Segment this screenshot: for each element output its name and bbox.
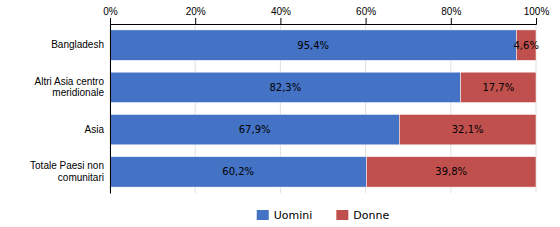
bar [110, 72, 461, 102]
x-tick-mark [536, 18, 537, 24]
x-tick-mark [110, 18, 111, 24]
grid-line [110, 24, 111, 193]
y-tick-label: Asia [85, 124, 105, 135]
y-tick-label: Altri Asia centromeridionale [35, 76, 105, 99]
y-tick: Asia [85, 124, 105, 135]
data-label: 67,9% [239, 124, 271, 135]
x-tick-mark [280, 18, 281, 24]
y-tick-label: Totale Paesi noncomunitari [30, 160, 104, 183]
chart: 95,4% 82,3% 67,9% 60,2% 4,6% 17,7% 32,1% 39,8% 0… [0, 0, 560, 227]
x-tick-label: 40% [271, 6, 291, 17]
data-label: 39,8% [435, 166, 467, 177]
x-tick: 60% [356, 6, 376, 24]
chart-container: 95,4% 82,3% 67,9% 60,2% 4,6% 17,7% 32,1% 39,8% 0… [0, 0, 560, 227]
series-bars [366, 30, 536, 187]
legend-swatch [336, 210, 348, 220]
y-tick: Bangladesh [51, 39, 104, 50]
x-tick-label: 100% [524, 6, 550, 17]
x-tick: 100% [524, 6, 550, 24]
y-tick: Totale Paesi noncomunitari [30, 160, 104, 183]
x-tick: 0% [103, 6, 118, 24]
x-tick: 80% [441, 6, 461, 24]
y-tick-label-line: meridionale [52, 87, 104, 98]
bar [110, 30, 516, 60]
y-tick-label-line: Asia [85, 124, 105, 135]
x-tick-mark [451, 18, 452, 24]
data-labels: 95,4% 82,3% 67,9% 60,2% 4,6% 17,7% 32,1% 39,8% [222, 40, 539, 178]
bar [110, 157, 366, 187]
y-axis: Bangladesh Altri Asia centromeridionale As… [30, 25, 110, 194]
legend-label: Donne [353, 209, 389, 222]
legend-item: Uomini [257, 209, 313, 222]
legend: Uomini Donne [257, 209, 390, 222]
x-axis-line [111, 18, 537, 25]
legend-label: Uomini [274, 209, 313, 222]
y-tick-label-line: Totale Paesi non [30, 160, 104, 171]
x-tick-label: 20% [186, 6, 206, 17]
data-label: 82,3% [269, 82, 301, 93]
bar [399, 114, 536, 144]
data-label: 17,7% [482, 82, 514, 93]
grid [110, 24, 536, 193]
bar [366, 157, 536, 187]
x-tick: 20% [186, 6, 206, 24]
data-label: 32,1% [452, 124, 484, 135]
x-tick-label: 80% [441, 6, 461, 17]
y-axis-line [110, 25, 111, 194]
x-tick-mark [366, 18, 367, 24]
plot: 95,4% 82,3% 67,9% 60,2% 4,6% 17,7% 32,1% 39,8% 0… [30, 6, 549, 194]
x-tick-mark [195, 18, 196, 24]
bar [110, 114, 399, 144]
y-tick-label-line: Bangladesh [51, 39, 104, 50]
x-tick: 40% [271, 6, 291, 24]
legend-swatch [257, 210, 269, 220]
data-label: 4,6% [513, 40, 538, 51]
data-label: 95,4% [297, 40, 329, 51]
legend-item: Donne [336, 209, 389, 222]
x-tick-label: 0% [103, 6, 118, 17]
bars [110, 30, 536, 187]
x-tick-label: 60% [356, 6, 376, 17]
y-tick-label-line: comunitari [58, 172, 104, 183]
y-tick: Altri Asia centromeridionale [35, 76, 105, 99]
bar [461, 72, 536, 102]
data-label: 60,2% [222, 166, 254, 177]
x-axis: 0% 20% 40% 60% 80% 100% [103, 6, 549, 25]
y-tick-label-line: Altri Asia centro [35, 76, 105, 87]
y-tick-label: Bangladesh [51, 39, 104, 50]
